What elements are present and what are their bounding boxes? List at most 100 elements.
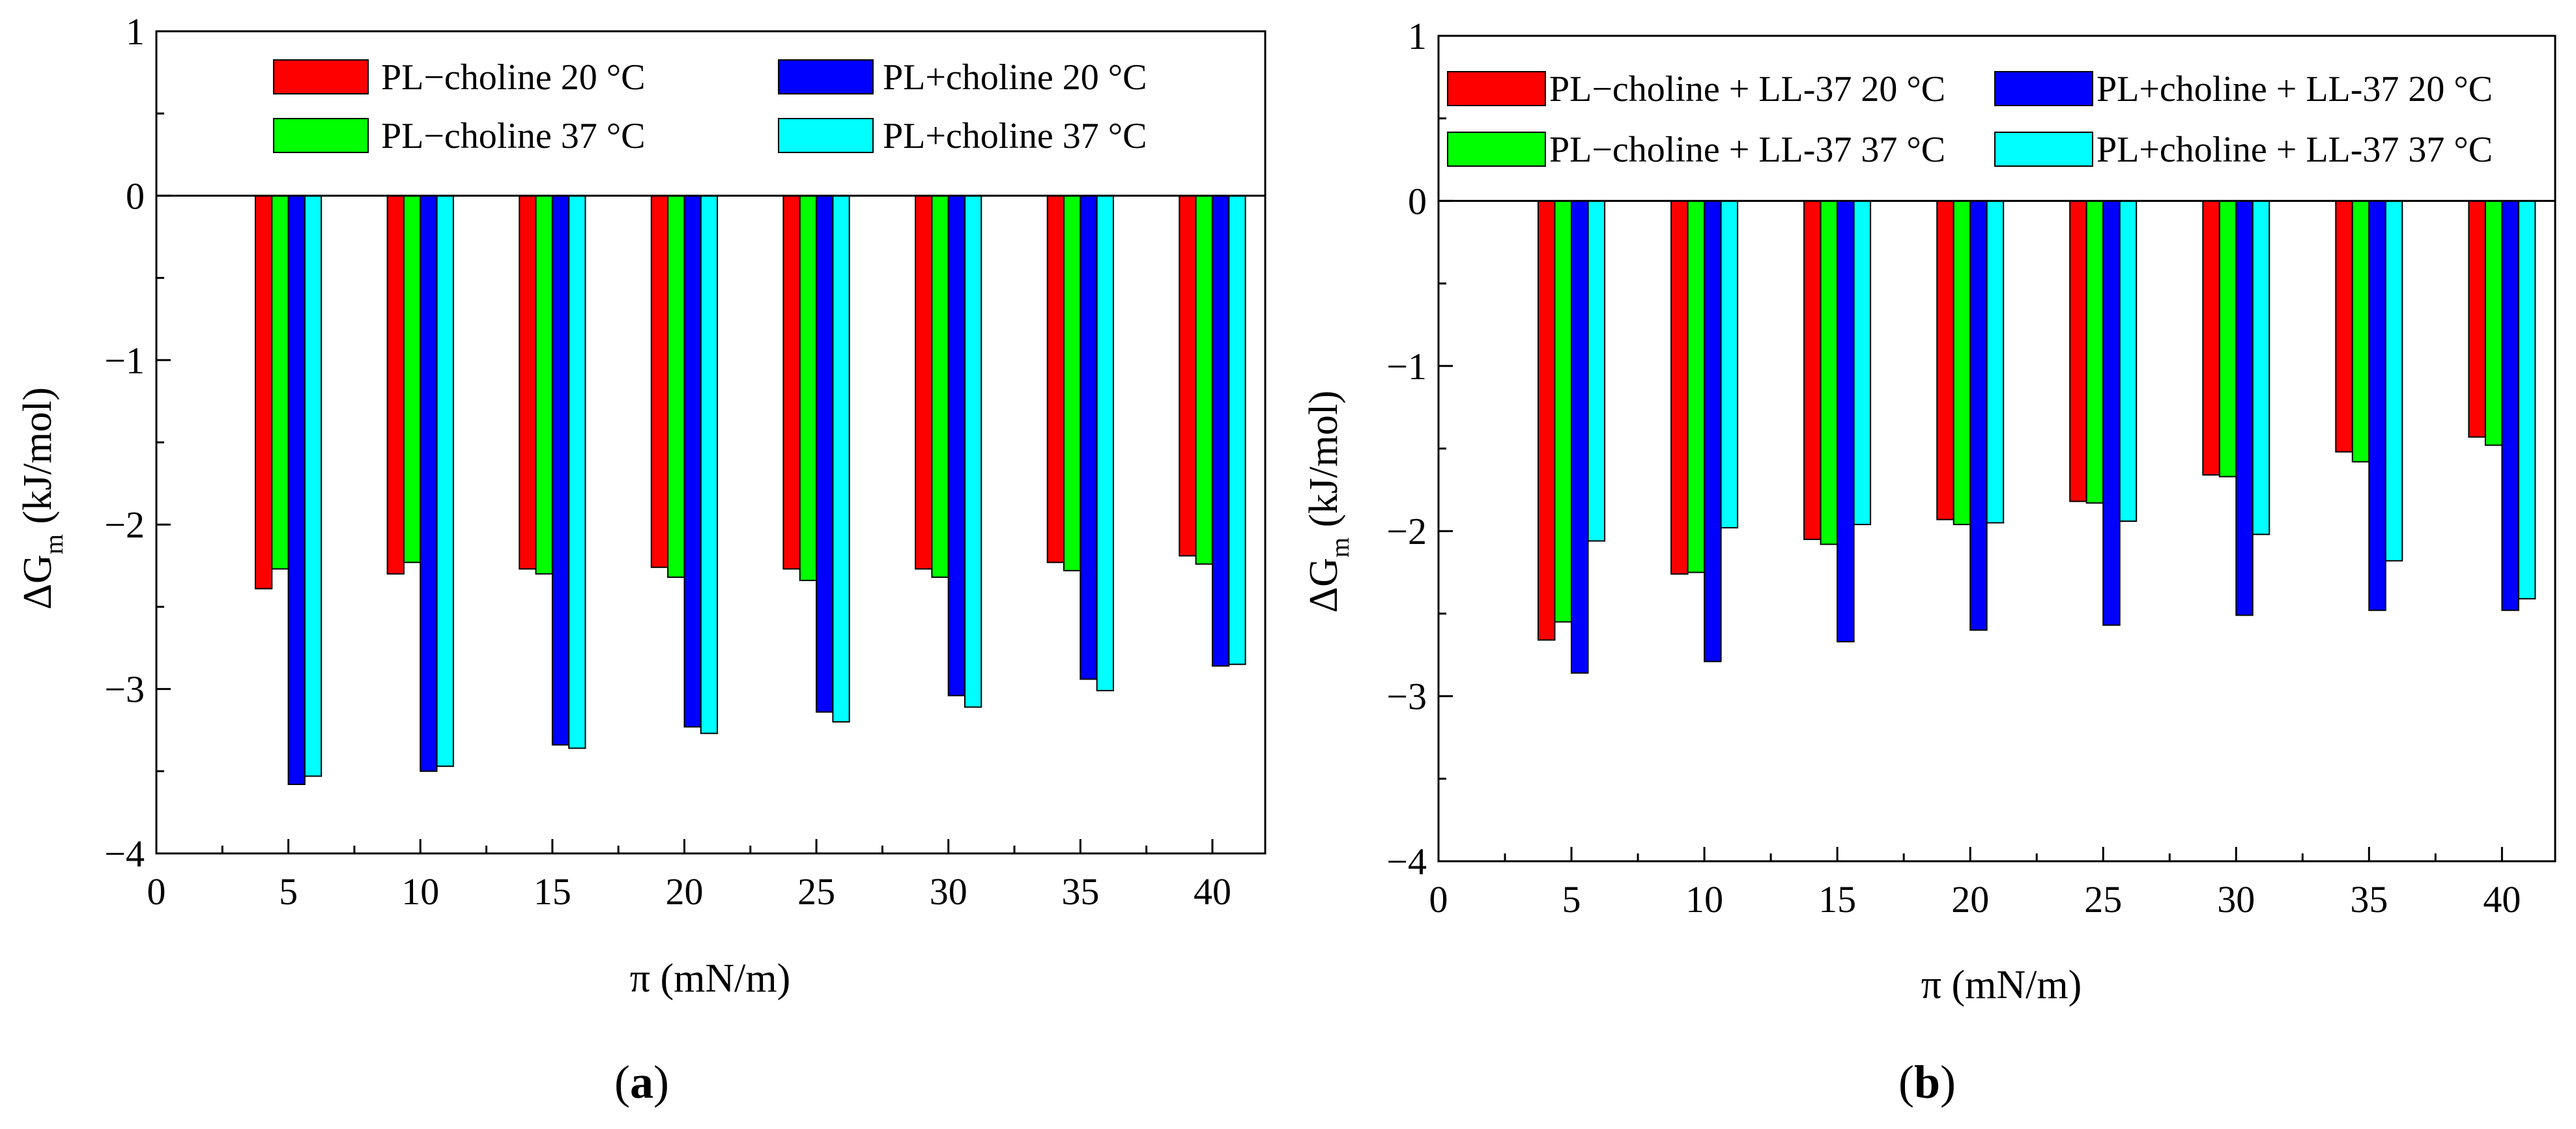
y-axis-title-subscript: m — [1325, 537, 1354, 558]
y-tick-label: −3 — [1386, 676, 1427, 718]
legend-label-3: PL+choline 20 °C — [883, 57, 1147, 98]
y-axis-title-unit: (kJ/mol) — [1302, 390, 1346, 537]
y-axis-title-subscript: m — [39, 534, 68, 554]
y-tick-label: −2 — [1386, 510, 1427, 552]
bar-a-s1-x40 — [1179, 195, 1197, 557]
bar-b-s3-x5 — [1571, 200, 1589, 674]
y-axis-title-main: ΔG — [1302, 558, 1346, 613]
bar-b-s2-x25 — [2085, 200, 2104, 504]
bar-a-s3-x10 — [420, 195, 438, 772]
legend-label-4: PL+choline 37 °C — [883, 116, 1147, 156]
x-tick-label: 10 — [401, 870, 439, 913]
bar-b-s1-x5 — [1538, 200, 1556, 641]
bar-a-s1-x35 — [1046, 195, 1065, 564]
bar-a-s1-x25 — [782, 195, 801, 570]
x-tick-label: 5 — [1562, 878, 1581, 921]
bar-b-s1-x30 — [2202, 200, 2220, 476]
bar-a-s3-x40 — [1212, 195, 1230, 667]
x-tick-label: 35 — [1061, 870, 1099, 913]
panel-label-b: (b) — [1898, 1056, 1956, 1108]
bar-b-s4-x25 — [2119, 200, 2138, 522]
bar-a-s1-x5 — [255, 195, 273, 590]
bar-b-s3-x35 — [2368, 200, 2386, 611]
bar-b-s4-x30 — [2252, 200, 2270, 536]
bar-b-s1-x35 — [2335, 200, 2353, 453]
panel-label-letter: b — [1914, 1056, 1940, 1108]
x-tick-label: 10 — [1685, 878, 1723, 921]
bar-b-s2-x5 — [1554, 200, 1572, 623]
x-tick-label: 25 — [797, 870, 835, 913]
bar-b-s3-x20 — [1969, 200, 1988, 631]
legend-label-1: PL−choline + LL-37 20 °C — [1549, 69, 1945, 109]
x-tick-label: 30 — [2217, 878, 2255, 921]
bar-a-s2-x40 — [1195, 195, 1213, 565]
bar-b-s2-x20 — [1953, 200, 1971, 526]
x-tick-label: 15 — [534, 870, 571, 913]
bar-a-s4-x15 — [568, 195, 586, 749]
bar-a-s4-x10 — [436, 195, 454, 767]
bar-a-s2-x20 — [667, 195, 685, 578]
y-axis-title: ΔGm (kJ/mol) — [1302, 390, 1354, 612]
bar-b-s2-x10 — [1687, 200, 1706, 573]
legend-label-3: PL+choline + LL-37 20 °C — [2097, 69, 2493, 109]
bar-a-s2-x15 — [535, 195, 553, 575]
bar-a-s1-x10 — [386, 195, 405, 575]
legend-swatch-2 — [1447, 132, 1546, 167]
y-tick-label: 0 — [1408, 180, 1427, 222]
bar-a-s2-x30 — [931, 195, 949, 578]
x-tick-label: 15 — [1818, 878, 1856, 921]
bar-a-s3-x30 — [947, 195, 966, 696]
bar-b-s4-x5 — [1587, 200, 1606, 542]
legend-label-1: PL−choline 20 °C — [381, 57, 646, 98]
bar-b-s2-x30 — [2218, 200, 2237, 478]
x-tick-label: 40 — [1194, 870, 1231, 913]
y-axis-title-main: ΔG — [16, 554, 60, 610]
y-tick-label: −4 — [1386, 840, 1427, 883]
panel-label-open: ( — [614, 1056, 630, 1108]
bar-b-s4-x15 — [1853, 200, 1872, 526]
y-tick-label: 1 — [126, 10, 145, 53]
y-tick-label: −4 — [104, 833, 145, 875]
x-tick-label: 0 — [147, 870, 166, 913]
bar-b-s2-x15 — [1820, 200, 1839, 545]
bar-a-s4-x25 — [832, 195, 850, 723]
legend-label-4: PL+choline + LL-37 37 °C — [2097, 130, 2493, 170]
legend-swatch-3 — [778, 59, 874, 94]
y-tick-label: −1 — [104, 339, 145, 382]
panel-label-letter: a — [630, 1056, 653, 1108]
legend-label-2: PL−choline + LL-37 37 °C — [1549, 130, 1945, 170]
x-tick-label: 25 — [2084, 878, 2122, 921]
bar-a-s3-x5 — [287, 195, 306, 785]
bar-a-s2-x35 — [1063, 195, 1081, 571]
bar-a-s3-x35 — [1080, 195, 1098, 680]
legend-swatch-4 — [1994, 132, 2093, 167]
bar-b-s1-x20 — [1936, 200, 1954, 521]
bar-a-s1-x15 — [519, 195, 537, 570]
y-axis-title: ΔGm (kJ/mol) — [16, 387, 68, 609]
x-tick-label: 0 — [1429, 878, 1448, 921]
legend-swatch-1 — [273, 59, 369, 94]
bar-a-s1-x30 — [915, 195, 933, 570]
bar-a-s4-x20 — [700, 195, 719, 734]
x-tick-label: 5 — [279, 870, 298, 913]
bar-b-s4-x10 — [1720, 200, 1739, 529]
bar-b-s3-x40 — [2501, 200, 2519, 611]
bar-a-s3-x25 — [816, 195, 834, 713]
bar-b-s1-x10 — [1670, 200, 1689, 575]
bar-b-s4-x20 — [1986, 200, 2005, 524]
y-tick-label: 1 — [1408, 15, 1427, 57]
y-tick-label: 0 — [126, 175, 145, 217]
x-tick-label: 35 — [2350, 878, 2388, 921]
legend-swatch-3 — [1994, 71, 2093, 106]
bar-b-s1-x40 — [2468, 200, 2486, 438]
legend-swatch-4 — [778, 118, 874, 153]
x-tick-label: 20 — [1951, 878, 1989, 921]
bar-b-s3-x25 — [2102, 200, 2121, 626]
panel-label-open: ( — [1898, 1056, 1914, 1108]
bar-b-s4-x35 — [2384, 200, 2403, 562]
bar-a-s4-x35 — [1096, 195, 1114, 692]
bar-a-s2-x10 — [403, 195, 422, 564]
